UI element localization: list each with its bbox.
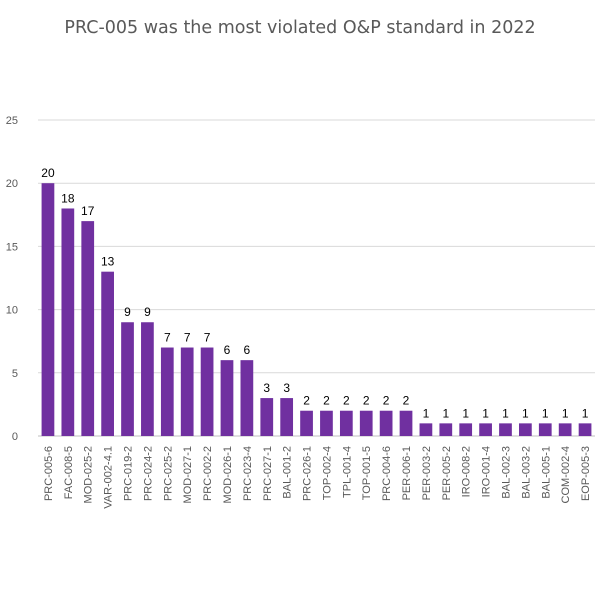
bar-fac-008-5 — [61, 208, 75, 436]
bar-bal-001-2 — [280, 398, 294, 436]
y-tick-label: 15 — [6, 241, 18, 253]
x-tick-label: IRO-008-2 — [461, 446, 473, 497]
bar-mod-025-2 — [81, 221, 95, 436]
data-label: 2 — [343, 394, 350, 408]
bar-prc-002-2 — [200, 347, 214, 436]
bar-com-002-4 — [558, 423, 572, 436]
bar-prc-024-2 — [141, 322, 154, 436]
data-label: 1 — [423, 406, 430, 420]
bar-prc-027-1 — [260, 398, 274, 436]
bar-eop-005-3 — [578, 423, 592, 436]
data-label: 18 — [61, 191, 75, 205]
bar-bal-002-3 — [499, 423, 512, 436]
data-label: 9 — [144, 305, 151, 319]
data-label: 13 — [101, 255, 115, 269]
x-tick-label: MOD-025-2 — [83, 446, 95, 503]
x-tick-label: PRC-025-2 — [162, 446, 174, 501]
x-tick-label: PER-003-2 — [421, 446, 433, 500]
y-axis-tick-labels: 0 5 10 15 20 25 — [6, 115, 18, 443]
data-label: 2 — [403, 394, 410, 408]
y-tick-label: 0 — [12, 431, 18, 443]
x-tick-label: BAL-002-3 — [500, 446, 512, 499]
x-tick-label: EOP-005-3 — [580, 446, 592, 501]
x-tick-label: BAL-001-2 — [282, 446, 294, 499]
x-tick-label: PRC-027-1 — [262, 446, 274, 501]
data-label: 17 — [81, 204, 95, 218]
data-label: 2 — [303, 394, 310, 408]
bar-mod-027-1 — [180, 347, 194, 436]
x-tick-label: TPL-001-4 — [341, 446, 353, 498]
data-label: 2 — [363, 394, 370, 408]
bar-iro-008-2 — [459, 423, 473, 436]
data-label: 7 — [164, 331, 171, 345]
data-label: 1 — [462, 406, 469, 420]
x-tick-label: IRO-001-4 — [481, 446, 493, 497]
data-label: 20 — [41, 166, 55, 180]
x-tick-label: PRC-002-2 — [202, 446, 214, 501]
x-tick-label: PRC-026-1 — [302, 446, 314, 501]
data-label: 1 — [542, 406, 549, 420]
data-label: 3 — [263, 381, 270, 395]
data-label: 7 — [184, 331, 191, 345]
data-label: 1 — [442, 406, 449, 420]
x-tick-label: PRC-019-2 — [123, 446, 135, 501]
bar-prc-026-1 — [300, 410, 313, 436]
y-tick-label: 5 — [12, 368, 18, 380]
x-tick-label: TOP-002-4 — [321, 446, 333, 500]
data-label: 1 — [482, 406, 489, 420]
x-tick-label: PER-005-2 — [441, 446, 453, 500]
data-label: 1 — [522, 406, 529, 420]
data-label: 1 — [582, 406, 589, 420]
x-tick-label: PRC-024-2 — [142, 446, 154, 501]
data-label: 1 — [502, 406, 509, 420]
x-tick-label: BAL-003-2 — [520, 446, 532, 499]
bar-bal-003-2 — [519, 423, 532, 436]
bars — [41, 183, 592, 436]
x-tick-label: PRC-004-6 — [381, 446, 393, 501]
data-label: 7 — [204, 331, 211, 345]
x-tick-label: TOP-001-5 — [361, 446, 373, 500]
x-axis-tick-labels: PRC-005-6 FAC-008-5 MOD-025-2 VAR-002-4.1 PR… — [43, 446, 592, 509]
x-tick-label: MOD-027-1 — [182, 446, 194, 503]
x-tick-label: PER-006-1 — [401, 446, 413, 500]
bar-top-002-4 — [320, 410, 333, 436]
data-label: 6 — [244, 343, 251, 357]
bar-mod-026-1 — [220, 360, 234, 436]
bar-per-005-2 — [439, 423, 453, 436]
bar-per-006-1 — [399, 410, 413, 436]
x-tick-label: FAC-008-5 — [63, 446, 75, 499]
bar-iro-001-4 — [479, 423, 492, 436]
bar-bal-005-1 — [538, 423, 552, 436]
bar-prc-023-4 — [240, 360, 254, 436]
bar-top-001-5 — [359, 410, 373, 436]
x-tick-label: PRC-005-6 — [43, 446, 55, 501]
bar-prc-025-2 — [160, 347, 174, 436]
x-tick-label: BAL-005-1 — [540, 446, 552, 499]
data-label: 9 — [124, 305, 131, 319]
bar-per-003-2 — [419, 423, 433, 436]
x-tick-label: PRC-023-4 — [242, 446, 254, 501]
data-label: 2 — [323, 394, 330, 408]
bar-var-002-4.1 — [101, 271, 114, 436]
y-tick-label: 25 — [6, 115, 18, 127]
bar-prc-005-6 — [41, 183, 55, 436]
x-tick-label: VAR-002-4.1 — [103, 446, 115, 509]
x-tick-label: COM-002-4 — [560, 446, 572, 503]
data-label: 6 — [224, 343, 231, 357]
data-label: 2 — [383, 394, 390, 408]
y-tick-label: 10 — [6, 305, 18, 317]
data-label: 3 — [283, 381, 290, 395]
bar-prc-004-6 — [379, 410, 393, 436]
bar-prc-019-2 — [121, 322, 134, 436]
x-tick-label: MOD-026-1 — [222, 446, 234, 503]
data-label: 1 — [562, 406, 569, 420]
bar-tpl-001-4 — [339, 410, 353, 436]
y-tick-label: 20 — [6, 178, 18, 190]
chart-title: PRC-005 was the most violated O&P standa… — [64, 18, 536, 38]
